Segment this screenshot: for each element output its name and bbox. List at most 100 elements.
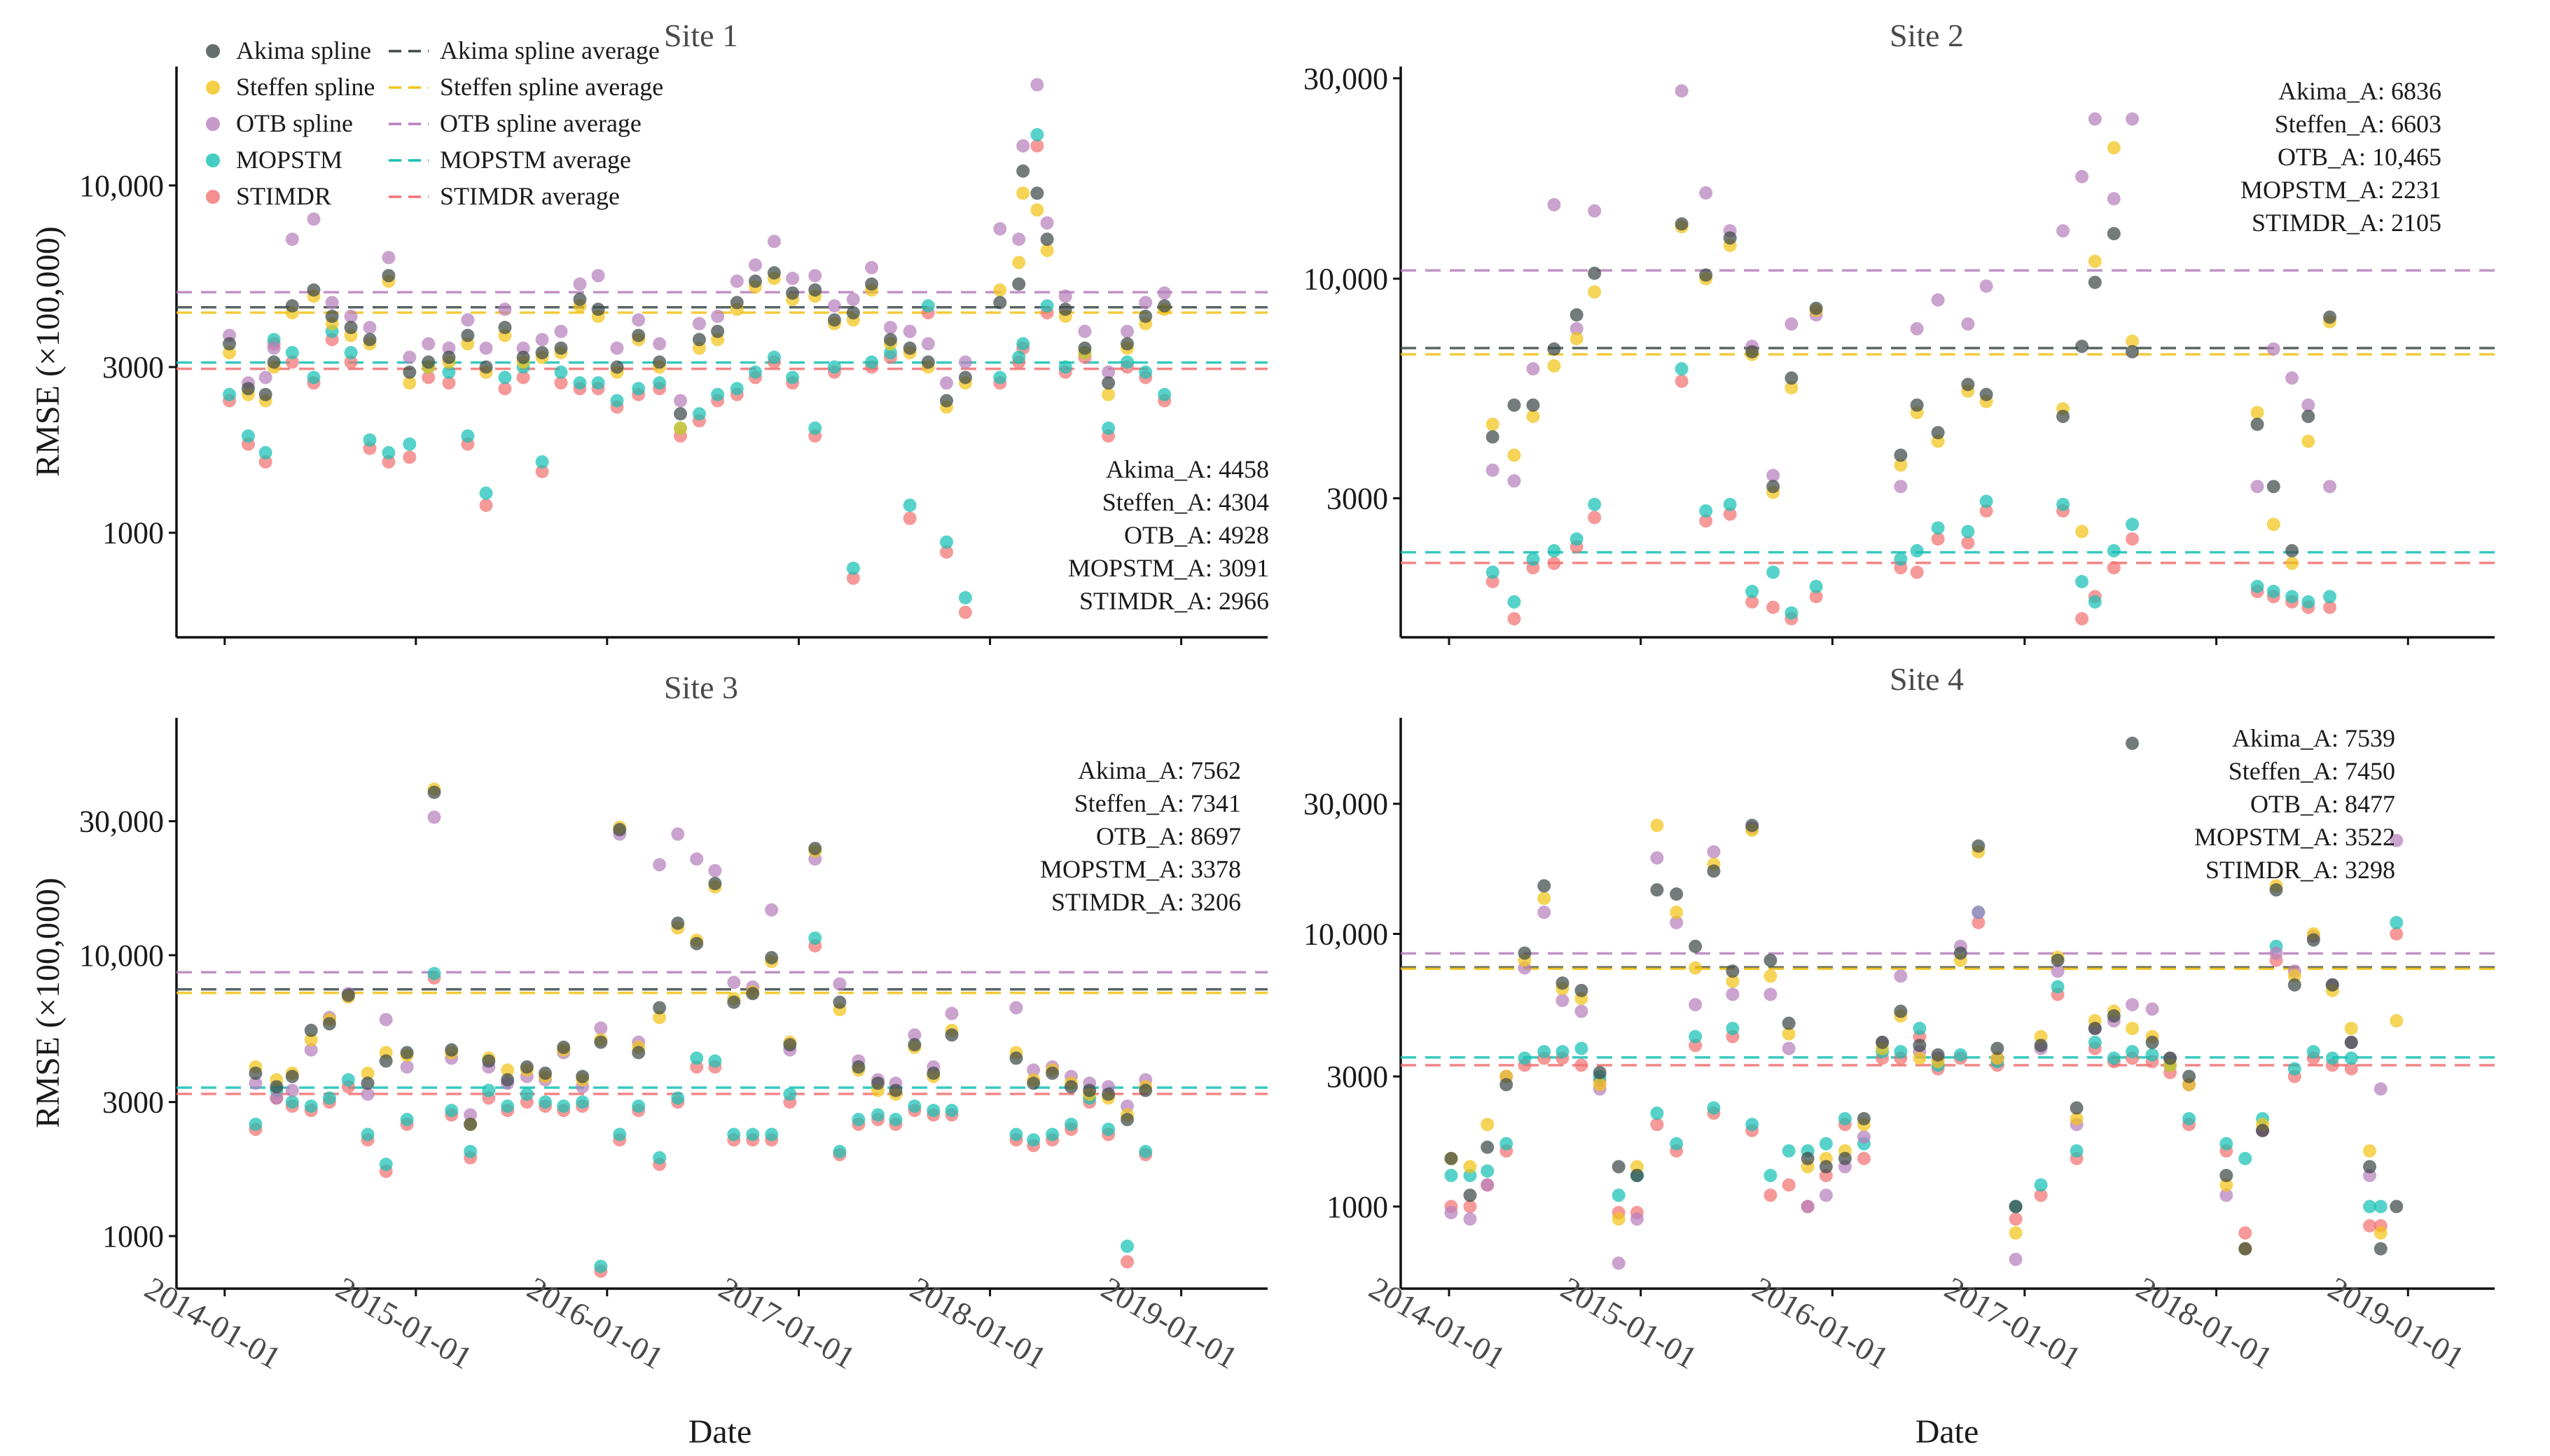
point-otb (2219, 1188, 2233, 1202)
point-mopstm (498, 370, 512, 384)
point-mopstm (708, 1054, 722, 1068)
point-stimdr (1030, 139, 1044, 153)
point-akima (2323, 310, 2337, 324)
point-steffen (1507, 448, 1521, 462)
stat-label: STIMDR_A: 2105 (2252, 209, 2441, 237)
point-otb (1555, 994, 1570, 1008)
point-akima (557, 1040, 571, 1054)
point-otb (1931, 293, 1945, 307)
point-mopstm (344, 346, 358, 360)
point-mopstm (865, 355, 879, 369)
point-otb (2009, 1252, 2023, 1266)
point-akima (827, 313, 841, 327)
point-otb (1699, 186, 1713, 200)
point-otb (1650, 851, 1664, 865)
point-akima (341, 988, 355, 1002)
point-mopstm (2182, 1111, 2196, 1125)
point-akima (422, 355, 436, 369)
x-tick-label: 2014-01-01 (1364, 1270, 1511, 1375)
point-akima (445, 1043, 459, 1057)
point-otb (1961, 317, 1975, 331)
point-otb (1857, 1130, 1871, 1144)
point-otb (1102, 365, 1116, 379)
point-steffen (674, 421, 688, 435)
point-mopstm (464, 1144, 478, 1158)
point-akima (1766, 480, 1780, 494)
stat-label: OTB_A: 4928 (1124, 521, 1269, 549)
y-tick-label: 1000 (102, 516, 164, 550)
point-mopstm (1894, 1045, 1908, 1059)
point-otb (461, 313, 475, 327)
point-mopstm (1931, 521, 1945, 535)
point-otb (267, 341, 281, 355)
point-akima (516, 350, 530, 364)
point-akima (382, 269, 396, 283)
point-akima (2374, 1242, 2388, 1256)
point-akima (2056, 410, 2070, 424)
point-mopstm (1782, 1144, 1796, 1158)
point-otb (2088, 112, 2102, 126)
point-steffen (1463, 1160, 1477, 1174)
point-akima (379, 1054, 393, 1068)
y-tick-label: 30,000 (1303, 62, 1388, 96)
point-akima (940, 394, 954, 408)
point-mopstm (1139, 1144, 1153, 1158)
point-steffen (1593, 1078, 1607, 1092)
y-tick-label: 30,000 (79, 805, 164, 839)
point-otb (610, 341, 624, 355)
point-mopstm (461, 429, 475, 443)
x-tick-label: 2018-01-01 (2130, 1270, 2278, 1375)
point-stimdr (2034, 1188, 2048, 1202)
point-otb (1526, 362, 1540, 376)
stat-label: Akima_A: 4458 (1106, 455, 1269, 483)
point-mopstm (479, 486, 493, 500)
point-mopstm (2088, 595, 2102, 609)
point-akima (783, 1038, 797, 1052)
point-mopstm (1574, 1041, 1588, 1055)
point-stimdr (554, 376, 568, 390)
point-steffen (653, 1011, 667, 1025)
point-mopstm (927, 1104, 941, 1118)
point-akima (464, 1117, 478, 1131)
point-akima (927, 1066, 941, 1080)
point-akima (1675, 217, 1689, 231)
point-akima (1158, 299, 1172, 313)
point-mopstm (1121, 1239, 1135, 1253)
point-mopstm (594, 1259, 608, 1273)
point-mopstm (2306, 1045, 2320, 1059)
point-otb (2126, 998, 2140, 1012)
point-stimdr (903, 511, 917, 525)
point-akima (727, 995, 741, 1009)
point-otb (2056, 224, 2070, 238)
y-tick-label: 3000 (102, 350, 164, 384)
point-otb (1121, 324, 1135, 338)
point-akima (674, 407, 688, 421)
point-akima (363, 333, 377, 347)
point-mopstm (653, 1151, 667, 1165)
point-stimdr (1857, 1151, 1871, 1165)
point-otb (865, 261, 879, 275)
point-otb (1612, 1256, 1626, 1270)
point-akima (1139, 1083, 1153, 1097)
y-tick-label: 1000 (1326, 1190, 1388, 1224)
point-mopstm (361, 1128, 375, 1142)
point-otb (1910, 321, 1924, 335)
point-otb (285, 1083, 299, 1097)
point-akima (2182, 1069, 2196, 1083)
point-akima (539, 1066, 553, 1080)
point-stimdr (1782, 1178, 1796, 1192)
point-mopstm (2145, 1048, 2159, 1062)
point-akima (808, 841, 822, 855)
point-akima (249, 1066, 263, 1080)
point-otb (1972, 906, 1986, 920)
legend-label: Steffen spline (236, 73, 375, 101)
point-steffen (2075, 525, 2089, 539)
point-steffen (993, 283, 1007, 297)
point-akima (2126, 345, 2140, 359)
point-akima (711, 324, 725, 338)
legend-marker-mopstm (206, 153, 220, 167)
point-otb (653, 337, 667, 351)
point-akima (1485, 430, 1499, 444)
legend-avg-label: MOPSTM average (440, 146, 631, 174)
